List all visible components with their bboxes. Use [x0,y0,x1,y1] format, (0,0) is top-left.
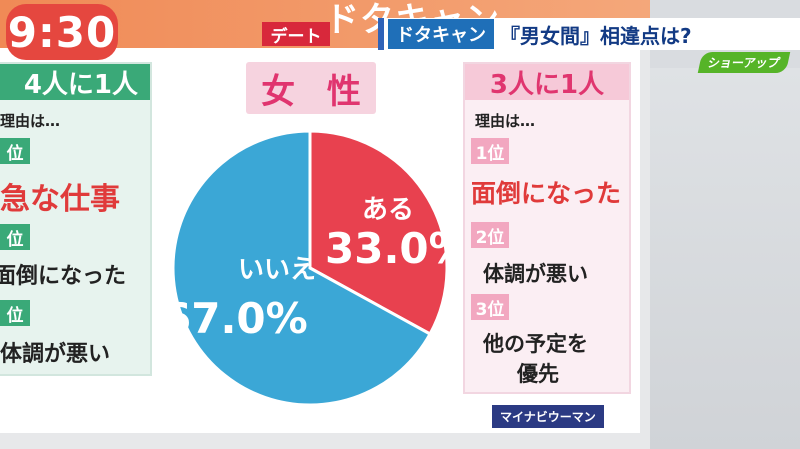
right-reason-3-line1: 他の予定を [483,332,588,356]
left-rank-2: 位 [0,224,30,250]
pie-slice-label-2: いいえ [238,255,316,285]
left-reason-1: 急な仕事 [0,182,120,217]
pie-slice-1 [308,129,449,337]
right-panel: 3人に1人 理由は… 1位 面倒になった 2位 体調が悪い 3位 他の予定を 優… [463,62,631,394]
pie-chart-area: ある 33.0% いいえ 67.0% [150,60,471,407]
chart-title: 女 性 [246,62,376,114]
right-panel-header: 3人に1人 [465,64,629,100]
clock: 9:30 [6,4,118,60]
right-reason-1: 面倒になった [471,179,622,208]
headline-tag: ドタキャン [388,19,494,49]
source-label: マイナビウーマン [492,405,604,428]
pie-slice-value-1: 33.0% [325,224,470,273]
left-reason-label: 理由は… [0,112,61,130]
headline-bar: ドタキャン 『男女間』相違点は? [378,18,800,50]
left-rank-3: 位 [0,300,30,326]
right-reason-2: 体調が悪い [483,262,588,286]
left-reason-2: 面倒になった [0,264,127,289]
right-reason-label: 理由は… [475,112,536,130]
left-reason-3: 体調が悪い [0,342,111,367]
headline-text: 『男女間』相違点は? [500,23,692,48]
pie-slice-value-2: 67.0% [162,294,308,343]
show-logo: ショーアップ [697,52,790,73]
date-tag: デート [262,22,330,47]
left-panel-header: 4人に1人 [0,64,150,100]
right-reason-3-line2: 優先 [517,362,559,386]
pie-slice-2 [171,129,433,407]
studio-background [650,68,800,449]
pie-slice-label-1: ある [362,195,414,225]
left-panel: 4人に1人 理由は… 位 急な仕事 位 面倒になった 位 体調が悪い [0,62,152,376]
right-rank-2: 2位 [471,222,509,248]
right-rank-1: 1位 [471,138,509,164]
right-rank-3: 3位 [471,294,509,320]
left-rank-1: 位 [0,138,30,164]
